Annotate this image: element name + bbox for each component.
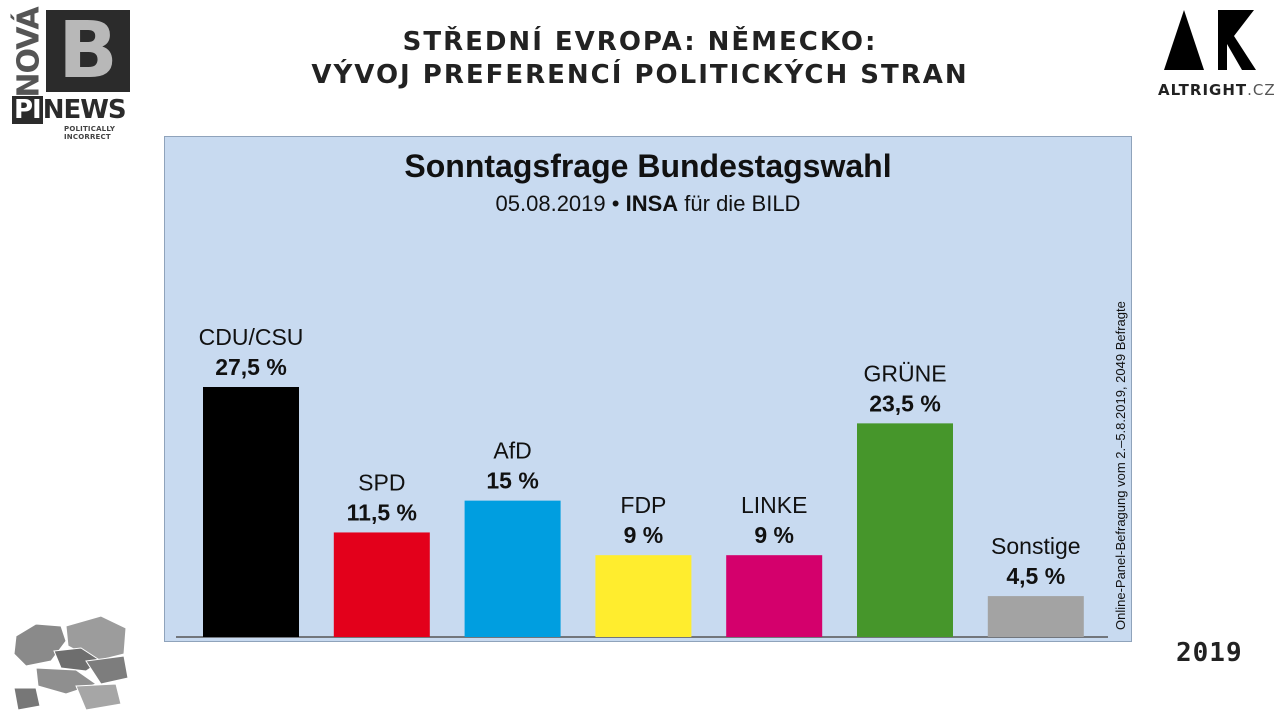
poll-date: 05.08.2019 xyxy=(495,191,606,216)
subtitle-separator: • xyxy=(611,191,620,216)
logo-tagline: POLITICALLY INCORRECT xyxy=(64,125,116,141)
poll-client: für die BILD xyxy=(684,191,801,216)
chart-subtitle: 05.08.2019 • INSA für die BILD xyxy=(0,191,1280,217)
logo-b-mark: B xyxy=(46,10,130,92)
bar-value-label: 9 % xyxy=(624,522,664,548)
page-title-line1: STŘEDNÍ EVROPA: NĚMECKO: xyxy=(402,27,878,57)
bar-category-label: LINKE xyxy=(741,492,807,518)
altright-mark-icon xyxy=(1164,10,1256,70)
altright-wordmark: ALTRIGHT.CZ xyxy=(1158,81,1276,99)
bar-5 xyxy=(857,423,953,637)
bar-value-label: 15 % xyxy=(486,468,538,494)
bar-value-label: 27,5 % xyxy=(215,354,287,380)
bar-category-label: GRÜNE xyxy=(863,360,946,386)
poll-institute: INSA xyxy=(625,191,679,216)
chart-title: Sonntagsfrage Bundestagswahl xyxy=(404,148,892,184)
bar-4 xyxy=(726,555,823,637)
bar-category-label: Sonstige xyxy=(991,533,1081,559)
bar-3 xyxy=(595,555,692,637)
page-title-line2: VÝVOJ PREFERENCÍ POLITICKÝCH STRAN xyxy=(311,60,969,90)
bar-category-label: FDP xyxy=(620,492,666,518)
bar-0 xyxy=(203,387,299,637)
bar-6 xyxy=(987,596,1084,637)
bar-value-label: 23,5 % xyxy=(869,390,941,416)
year-label: 2019 xyxy=(1176,638,1243,668)
bar-category-label: CDU/CSU xyxy=(199,324,304,350)
bar-2 xyxy=(464,500,561,637)
altright-logo: ALTRIGHT.CZ xyxy=(1150,8,1275,103)
bar-1 xyxy=(333,532,430,637)
central-europe-map-icon xyxy=(13,615,129,711)
bar-value-label: 9 % xyxy=(754,522,794,548)
nova-pinews-logo: NOVÁ B PINEWS POLITICALLY INCORRECT xyxy=(12,7,137,141)
logo-pinews-text: PINEWS xyxy=(12,95,127,125)
bar-category-label: AfD xyxy=(493,438,531,464)
bar-category-label: SPD xyxy=(358,469,405,495)
bar-value-label: 11,5 % xyxy=(347,499,417,525)
bar-value-label: 4,5 % xyxy=(1006,563,1065,589)
